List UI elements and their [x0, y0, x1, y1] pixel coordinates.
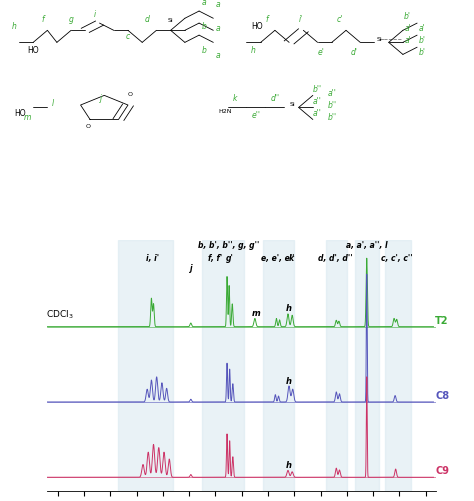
Text: Si: Si: [168, 18, 173, 23]
Text: f: f: [41, 15, 44, 24]
Text: Si: Si: [289, 102, 295, 107]
Text: c, c', c'': c, c', c'': [382, 254, 413, 263]
Text: b': b': [404, 12, 411, 21]
Text: a'': a'': [313, 96, 322, 105]
Text: b': b': [419, 48, 425, 57]
Text: a, a', a'', l: a, a', a'', l: [346, 240, 388, 249]
Text: d, d', d'': d, d', d'': [318, 254, 353, 263]
Text: b'': b'': [313, 84, 322, 93]
Text: a'': a'': [328, 89, 336, 98]
Text: Si: Si: [376, 37, 382, 42]
Text: C9: C9: [435, 465, 449, 475]
Text: i': i': [299, 15, 303, 24]
Text: f: f: [265, 15, 268, 24]
Text: b: b: [201, 22, 206, 31]
Text: H2N: H2N: [218, 109, 231, 114]
Text: HO: HO: [27, 46, 39, 55]
Text: e, e', e'': e, e', e'': [261, 254, 294, 263]
Text: a: a: [216, 24, 220, 33]
Bar: [118, 240, 173, 491]
Text: O: O: [128, 92, 133, 97]
Text: e': e': [318, 48, 325, 57]
Text: h: h: [286, 460, 292, 469]
Text: h: h: [286, 304, 292, 313]
Text: k: k: [289, 254, 294, 263]
Bar: [384, 240, 411, 491]
Text: b'': b'': [327, 113, 337, 122]
Text: O: O: [85, 123, 91, 128]
Text: f, f': f, f': [209, 254, 223, 263]
Text: a': a': [404, 36, 411, 45]
Text: ~~~~~: ~~~~~: [379, 37, 402, 42]
Text: l: l: [52, 99, 54, 108]
Text: a': a': [404, 24, 411, 33]
Text: T2: T2: [435, 315, 448, 325]
Text: b, b', b'', g, g'': b, b', b'', g, g'': [198, 240, 259, 249]
Text: a: a: [201, 0, 206, 7]
Text: a': a': [419, 24, 425, 33]
Text: e'': e'': [251, 111, 260, 120]
Text: c': c': [337, 15, 343, 24]
Text: HO: HO: [14, 108, 26, 117]
Text: CDCl$_3$: CDCl$_3$: [46, 308, 74, 320]
Text: a'': a'': [313, 108, 322, 117]
Text: i, i': i, i': [146, 254, 159, 263]
Text: k: k: [232, 94, 237, 103]
Bar: [355, 240, 379, 491]
Text: h: h: [286, 376, 292, 385]
Text: d: d: [145, 15, 149, 24]
Text: h: h: [12, 22, 17, 31]
Text: b': b': [419, 36, 425, 45]
Text: g': g': [226, 254, 234, 263]
Text: d'': d'': [270, 94, 279, 103]
Text: a: a: [216, 51, 220, 60]
Text: b: b: [201, 46, 206, 55]
Text: m: m: [24, 113, 31, 122]
Text: b'': b'': [327, 101, 337, 110]
Text: c: c: [126, 32, 130, 41]
Text: C8: C8: [435, 390, 449, 400]
Text: h: h: [251, 46, 256, 55]
Text: d': d': [351, 48, 358, 57]
Text: HO: HO: [251, 22, 263, 31]
Text: a: a: [216, 0, 220, 9]
Text: g: g: [69, 15, 73, 24]
Text: j: j: [100, 94, 101, 103]
Text: i: i: [94, 10, 96, 19]
Text: m: m: [252, 308, 261, 317]
Bar: [202, 240, 245, 491]
Bar: [263, 240, 294, 491]
Bar: [326, 240, 347, 491]
Text: j: j: [190, 264, 192, 273]
